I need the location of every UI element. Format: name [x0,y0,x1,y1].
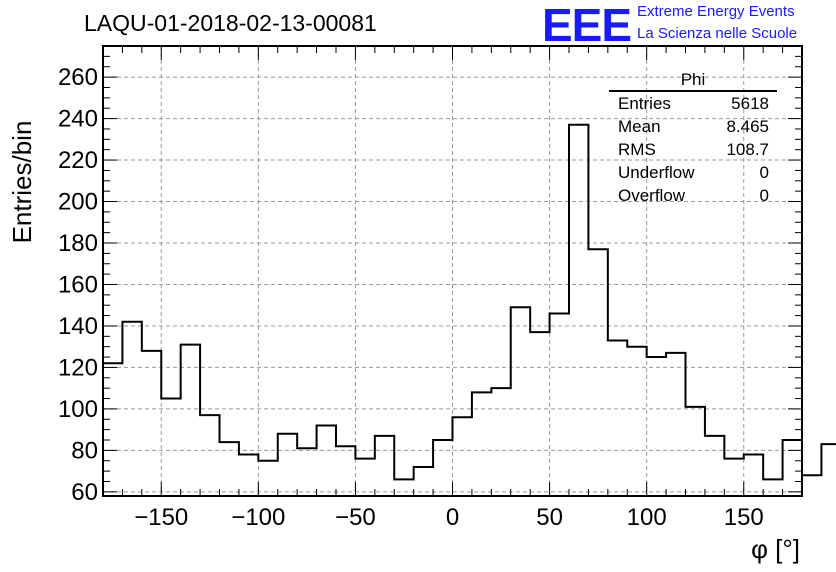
axis-ticks [102,45,803,496]
stats-label: Entries [618,94,671,113]
stats-label: RMS [618,140,656,159]
stats-label: Mean [618,117,661,136]
stats-value: 0 [759,163,769,182]
y-tick-label: 180 [58,230,98,257]
y-tick-label: 260 [58,64,98,91]
y-axis-label: Entries/bin [7,121,37,244]
y-tick-label: 220 [58,147,98,174]
stats-row-underflow: Underflow 0 [609,161,777,184]
stats-row-overflow: Overflow 0 [609,184,777,207]
x-tick-label: 0 [446,504,459,531]
y-tick-label: 160 [58,271,98,298]
tick-labels: −150 −100 −50 0 50 100 150 60 80 100 120 140 160 180 2… [58,64,764,531]
stats-label: Underflow [618,163,695,182]
y-tick-label: 120 [58,354,98,381]
stats-title: Phi [609,70,777,92]
y-tick-label: 200 [58,189,98,216]
logo-line-1: Extreme Energy Events [637,3,795,20]
stats-value: 5618 [731,94,769,113]
stats-row-entries: Entries 5618 [609,92,777,115]
stats-row-rms: RMS 108.7 [609,138,777,161]
stats-row-mean: Mean 8.465 [609,115,777,138]
stats-label: Overflow [618,186,686,205]
stats-value: 108.7 [726,140,769,159]
y-tick-label: 100 [58,396,98,423]
histogram-step-line [103,123,836,481]
logo-line-2: La Scienza nelle Scuole [637,25,798,42]
x-tick-label: −100 [231,504,285,531]
y-tick-label: 240 [58,106,98,133]
x-tick-label: 150 [724,504,764,531]
x-tick-label: 100 [627,504,667,531]
run-title: LAQU-01-2018-02-13-00081 [84,10,377,36]
y-tick-label: 140 [58,313,98,340]
x-axis-label: φ [°] [751,534,800,564]
stats-box: Phi Entries 5618 Mean 8.465 RMS 108.7 Under… [609,70,777,207]
y-tick-label: 80 [71,437,98,464]
x-tick-label: −50 [335,504,376,531]
y-tick-label: 60 [71,479,98,506]
x-tick-label: −150 [134,504,188,531]
stats-value: 0 [759,186,769,205]
eee-logo: EEE [542,0,632,51]
x-tick-label: 50 [536,504,563,531]
stats-value: 8.465 [726,117,769,136]
